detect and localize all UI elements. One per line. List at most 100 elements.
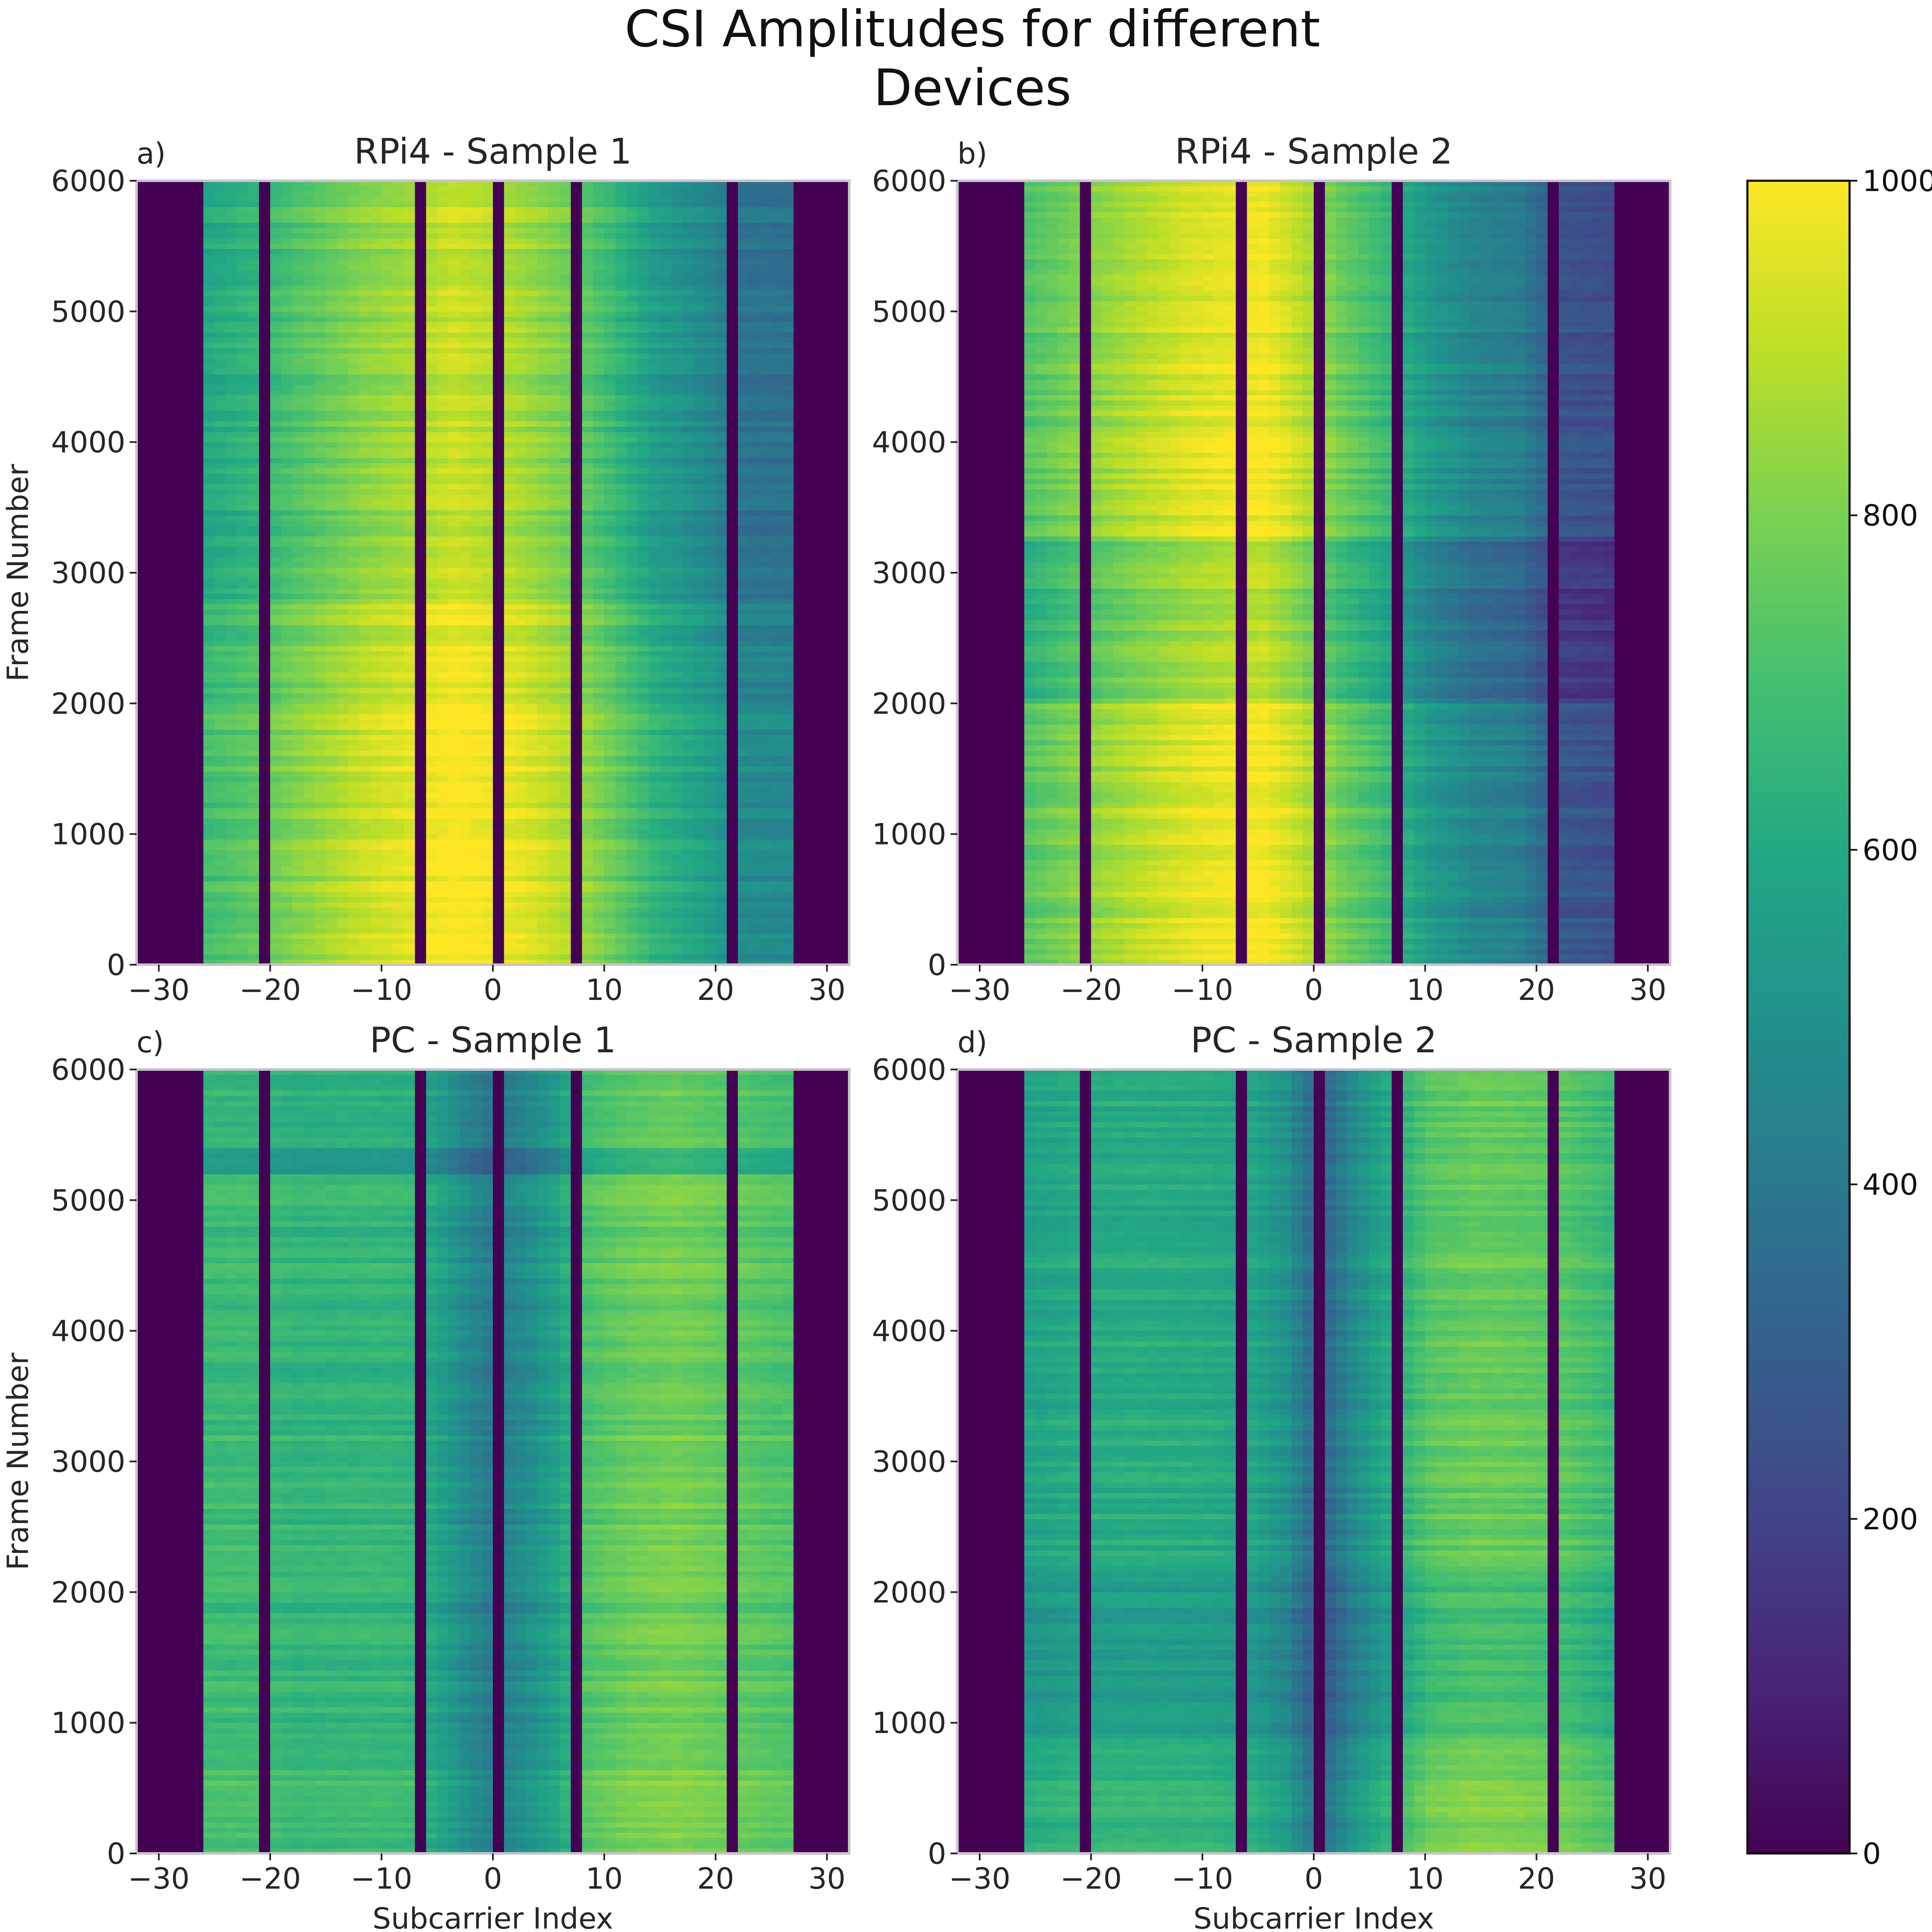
heatmap-cell: [337, 886, 349, 892]
heatmap-cell: [281, 630, 293, 636]
heatmap-cell: [615, 797, 627, 803]
heatmap-cell: [715, 562, 727, 568]
heatmap-cell: [771, 593, 783, 599]
heatmap-cell: [248, 902, 259, 908]
heatmap-cell: [515, 844, 527, 850]
heatmap-cell: [704, 813, 716, 819]
heatmap-cell: [304, 766, 315, 772]
heatmap-cell: [816, 620, 827, 626]
heatmap-cell: [471, 719, 482, 725]
heatmap-cell: [459, 661, 471, 667]
heatmap-cell: [671, 593, 683, 599]
heatmap-cell: [615, 949, 627, 955]
heatmap-cell: [760, 651, 772, 657]
heatmap-cell: [392, 641, 404, 647]
heatmap-cell: [782, 876, 794, 881]
heatmap-cell: [582, 573, 594, 578]
heatmap-cell: [248, 677, 259, 683]
heatmap-cell: [515, 797, 527, 803]
heatmap-cell: [437, 719, 449, 725]
heatmap-cell: [348, 797, 360, 803]
heatmap-cell: [259, 630, 270, 636]
heatmap-cell: [237, 860, 248, 866]
heatmap-cell: [638, 860, 649, 866]
heatmap-cell: [660, 714, 671, 720]
heatmap-cell: [593, 687, 605, 693]
heatmap-cell: [348, 588, 360, 594]
heatmap-cell: [649, 672, 660, 678]
heatmap-cell: [548, 776, 560, 782]
heatmap-cell: [537, 588, 549, 594]
heatmap-cell: [459, 620, 471, 626]
heatmap-cell: [448, 771, 460, 777]
heatmap-cell: [325, 641, 337, 647]
heatmap-cell: [415, 797, 426, 803]
heatmap-cell: [559, 766, 571, 772]
heatmap-cell: [805, 797, 816, 803]
heatmap-cell: [793, 818, 805, 824]
heatmap-cell: [448, 656, 460, 662]
heatmap-cell: [571, 573, 583, 578]
heatmap-cell: [281, 562, 293, 568]
heatmap-cell: [704, 646, 716, 652]
heatmap-cell: [726, 693, 738, 699]
heatmap-cell: [404, 850, 416, 855]
heatmap-cell: [682, 562, 694, 568]
heatmap-cell: [225, 698, 237, 704]
heatmap-cell: [559, 625, 571, 631]
heatmap-cell: [270, 557, 282, 563]
heatmap-cell: [838, 714, 850, 720]
heatmap-cell: [571, 917, 583, 923]
heatmap-cell: [426, 902, 437, 908]
heatmap-cell: [158, 781, 170, 787]
heatmap-cell: [582, 609, 594, 615]
heatmap-cell: [693, 588, 705, 594]
heatmap-cell: [582, 912, 594, 918]
heatmap-cell: [493, 865, 504, 871]
heatmap-cell: [816, 787, 827, 793]
heatmap-cell: [537, 781, 549, 787]
heatmap-cell: [214, 735, 226, 741]
heatmap-cell: [515, 781, 527, 787]
heatmap-cell: [203, 907, 215, 913]
heatmap-cell: [392, 625, 404, 631]
heatmap-cell: [448, 939, 460, 944]
heatmap-cell: [248, 860, 259, 866]
heatmap-cell: [348, 902, 360, 908]
heatmap-cell: [370, 881, 382, 887]
heatmap-cell: [225, 661, 237, 667]
heatmap-cell: [259, 891, 270, 897]
heatmap-cell: [225, 891, 237, 897]
heatmap-cell: [738, 876, 750, 881]
heatmap-cell: [337, 756, 349, 761]
heatmap-cell: [248, 865, 259, 871]
heatmap-cell: [805, 724, 816, 730]
heatmap-cell: [348, 614, 360, 620]
heatmap-cell: [203, 588, 215, 594]
heatmap-cell: [626, 771, 638, 777]
heatmap-cell: [504, 797, 516, 803]
heatmap-cell: [337, 818, 349, 824]
heatmap-cell: [827, 870, 838, 876]
heatmap-cell: [337, 876, 349, 881]
heatmap-cell: [493, 672, 504, 678]
heatmap-cell: [337, 787, 349, 793]
heatmap-cell: [604, 860, 616, 866]
heatmap-cell: [693, 923, 705, 929]
heatmap-cell: [593, 917, 605, 923]
heatmap-cell: [604, 928, 616, 934]
heatmap-cell: [448, 672, 460, 678]
heatmap-cell: [526, 714, 538, 720]
heatmap-cell: [437, 651, 449, 657]
heatmap-cell: [337, 834, 349, 840]
heatmap-cell: [337, 839, 349, 845]
heatmap-cell: [292, 693, 304, 699]
heatmap-cell: [392, 844, 404, 850]
heatmap-cell: [571, 886, 583, 892]
heatmap-cell: [615, 687, 627, 693]
heatmap-cell: [726, 928, 738, 934]
heatmap-cell: [315, 593, 326, 599]
heatmap-cell: [192, 886, 204, 892]
heatmap-cell: [816, 750, 827, 756]
heatmap-cell: [793, 735, 805, 741]
